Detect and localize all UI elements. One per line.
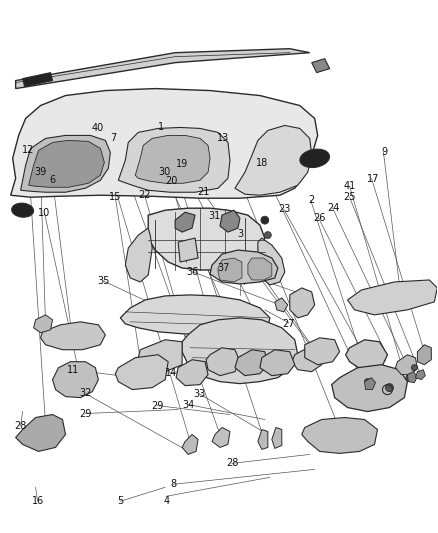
Polygon shape: [34, 315, 53, 333]
Circle shape: [385, 384, 393, 392]
Text: 3: 3: [237, 229, 243, 239]
Polygon shape: [396, 355, 417, 375]
Circle shape: [265, 232, 271, 239]
Polygon shape: [16, 49, 310, 88]
Text: 19: 19: [176, 159, 188, 169]
Polygon shape: [218, 258, 242, 282]
Text: 1: 1: [158, 122, 164, 132]
Polygon shape: [28, 140, 104, 187]
Polygon shape: [178, 238, 198, 262]
Text: 24: 24: [327, 203, 339, 213]
Text: 40: 40: [92, 123, 104, 133]
Text: 36: 36: [187, 267, 199, 277]
Polygon shape: [175, 212, 195, 232]
Text: 2: 2: [308, 195, 314, 205]
Polygon shape: [21, 135, 110, 192]
Polygon shape: [182, 434, 198, 455]
Text: 11: 11: [67, 365, 79, 375]
Polygon shape: [364, 378, 375, 390]
Polygon shape: [115, 355, 168, 390]
Text: 41: 41: [344, 181, 356, 191]
Polygon shape: [138, 340, 182, 372]
Polygon shape: [258, 238, 285, 285]
Circle shape: [411, 365, 417, 370]
Text: 32: 32: [80, 388, 92, 398]
Polygon shape: [41, 322, 106, 350]
Polygon shape: [248, 258, 272, 280]
Polygon shape: [407, 372, 417, 383]
Text: 9: 9: [381, 147, 387, 157]
Polygon shape: [135, 135, 210, 183]
Polygon shape: [235, 125, 312, 195]
Text: 16: 16: [32, 496, 44, 506]
Polygon shape: [53, 362, 99, 398]
Text: 28: 28: [226, 458, 238, 468]
Polygon shape: [212, 427, 230, 447]
Text: 28: 28: [14, 421, 27, 431]
Text: 14: 14: [165, 368, 177, 378]
Text: 7: 7: [110, 133, 117, 143]
Text: 20: 20: [165, 176, 177, 187]
Text: 39: 39: [35, 167, 47, 177]
Polygon shape: [305, 338, 339, 365]
Polygon shape: [210, 250, 278, 284]
Polygon shape: [332, 365, 407, 411]
Text: 26: 26: [313, 213, 325, 223]
Text: 4: 4: [163, 496, 170, 506]
Polygon shape: [312, 59, 330, 72]
Text: 27: 27: [283, 319, 295, 329]
Polygon shape: [415, 370, 425, 379]
Polygon shape: [346, 340, 388, 372]
Text: 5: 5: [118, 496, 124, 506]
Circle shape: [406, 374, 413, 381]
Polygon shape: [348, 280, 437, 315]
Circle shape: [364, 378, 371, 385]
Polygon shape: [206, 348, 240, 376]
Polygon shape: [235, 350, 268, 376]
Text: 21: 21: [198, 187, 210, 197]
Text: 25: 25: [344, 192, 356, 203]
Text: 17: 17: [367, 174, 379, 184]
Polygon shape: [176, 360, 208, 385]
Polygon shape: [125, 228, 152, 282]
Ellipse shape: [300, 149, 329, 167]
Text: 10: 10: [38, 208, 50, 219]
Text: 34: 34: [182, 400, 194, 410]
Text: 22: 22: [138, 190, 151, 200]
Circle shape: [261, 216, 269, 224]
Text: 15: 15: [109, 192, 121, 203]
Polygon shape: [118, 127, 230, 192]
Text: 29: 29: [152, 401, 164, 411]
Text: 18: 18: [256, 158, 268, 168]
Text: 30: 30: [158, 167, 170, 177]
Text: 8: 8: [170, 479, 176, 489]
Polygon shape: [16, 415, 66, 451]
Polygon shape: [120, 295, 270, 335]
Text: 33: 33: [193, 389, 205, 399]
Polygon shape: [23, 72, 53, 86]
Text: 29: 29: [80, 409, 92, 419]
Text: 13: 13: [217, 133, 230, 143]
Text: 37: 37: [217, 263, 230, 272]
Text: 12: 12: [21, 144, 34, 155]
Text: 31: 31: [208, 211, 221, 221]
Text: 35: 35: [97, 277, 110, 286]
Polygon shape: [260, 350, 295, 376]
Polygon shape: [275, 298, 288, 312]
Ellipse shape: [12, 203, 34, 217]
Polygon shape: [220, 210, 240, 232]
Polygon shape: [11, 88, 318, 198]
Polygon shape: [148, 208, 265, 270]
Text: 23: 23: [278, 204, 291, 214]
Polygon shape: [258, 430, 268, 449]
Polygon shape: [182, 318, 298, 384]
Text: 6: 6: [49, 175, 55, 185]
Polygon shape: [272, 427, 282, 448]
Polygon shape: [290, 288, 314, 318]
Polygon shape: [417, 345, 431, 365]
Polygon shape: [292, 348, 321, 372]
Polygon shape: [302, 417, 378, 454]
